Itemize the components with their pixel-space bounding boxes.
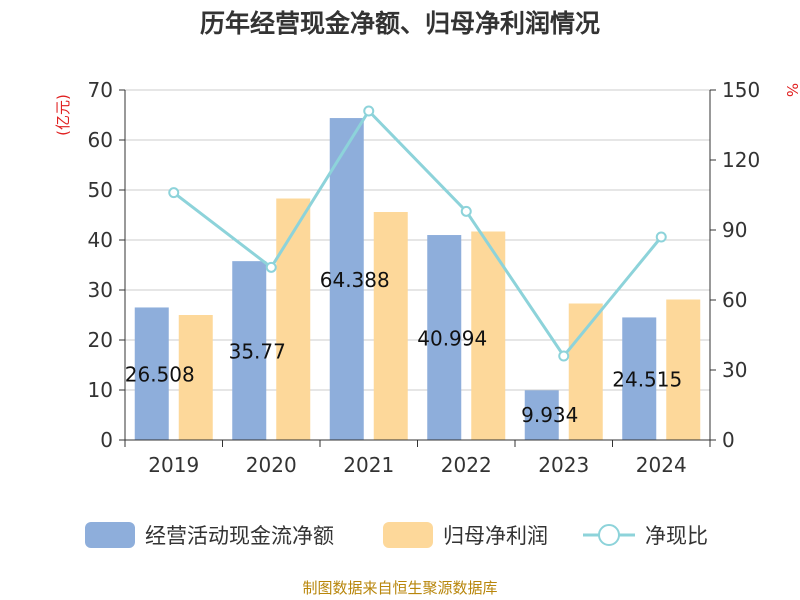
ratio-point[interactable] (168, 187, 180, 199)
legend-swatch-marker (598, 524, 620, 546)
cashflow-data-label: 9.934 (521, 403, 578, 427)
left-axis-unit: (亿元) (54, 94, 72, 136)
legend-ratio[interactable]: 净现比 (583, 524, 708, 548)
right-axis-tick-label: 150 (722, 78, 760, 102)
legend-cashflow[interactable]: 经营活动现金流净额 (85, 522, 334, 548)
ratio-line (172, 108, 663, 359)
ratio-point[interactable] (558, 350, 570, 362)
source-note: 制图数据来自恒生聚源数据库 (302, 579, 497, 597)
left-axis-tick-label: 40 (88, 228, 113, 252)
ratio-point[interactable] (655, 231, 667, 243)
net-profit-bar[interactable] (666, 299, 701, 441)
x-axis-tick-label: 2021 (343, 453, 394, 477)
x-axis-tick-label: 2023 (538, 453, 589, 477)
legend-label: 经营活动现金流净额 (145, 524, 334, 548)
right-axis-tick-label: 60 (722, 288, 747, 312)
x-axis-tick-label: 2024 (636, 453, 687, 477)
left-axis-tick-label: 30 (88, 278, 113, 302)
right-axis-tick-label: 30 (722, 358, 747, 382)
right-axis-tick-label: 90 (722, 218, 747, 242)
cashflow-data-label: 40.994 (417, 327, 487, 351)
cashflow-bar[interactable] (524, 390, 559, 440)
cashflow-bar[interactable] (427, 235, 462, 440)
x-axis-tick-label: 2020 (246, 453, 297, 477)
cashflow-bar[interactable] (232, 261, 267, 440)
cashflow-data-label: 64.388 (320, 268, 390, 292)
left-axis-tick-label: 20 (88, 328, 113, 352)
right-axis-unit: % (783, 83, 800, 97)
legend-label: 归母净利润 (443, 524, 548, 548)
cashflow-data-label: 35.77 (229, 340, 286, 364)
left-axis-tick-label: 50 (88, 178, 113, 202)
legend-label: 净现比 (645, 524, 708, 548)
cashflow-bar[interactable] (134, 307, 169, 440)
net-profit-bar[interactable] (471, 231, 506, 441)
left-axis-tick-label: 60 (88, 128, 113, 152)
ratio-point[interactable] (363, 105, 375, 117)
ratio-point[interactable] (460, 205, 472, 217)
right-axis-tick-label: 120 (722, 148, 760, 172)
cashflow-bar[interactable] (622, 317, 657, 440)
net-profit-bar[interactable] (568, 303, 603, 441)
legend-swatch (85, 522, 135, 548)
x-axis-tick-label: 2022 (441, 453, 492, 477)
ratio-point[interactable] (265, 261, 277, 273)
net-profit-bar[interactable] (178, 315, 213, 440)
left-axis-tick-label: 70 (88, 78, 113, 102)
net-profit-bar[interactable] (276, 198, 311, 441)
cashflow-data-label: 26.508 (125, 363, 195, 387)
cashflow-bar[interactable] (329, 118, 364, 440)
left-axis-tick-label: 10 (88, 378, 113, 402)
legend-net-profit[interactable]: 归母净利润 (383, 522, 548, 548)
legend-swatch (383, 522, 433, 548)
right-axis-tick-label: 0 (722, 428, 735, 452)
x-axis-tick-label: 2019 (148, 453, 199, 477)
net-profit-bar[interactable] (373, 212, 408, 440)
cashflow-data-label: 24.515 (612, 368, 682, 392)
left-axis-tick-label: 0 (100, 428, 113, 452)
chart-title: 历年经营现金净额、归母净利润情况 (200, 9, 600, 38)
